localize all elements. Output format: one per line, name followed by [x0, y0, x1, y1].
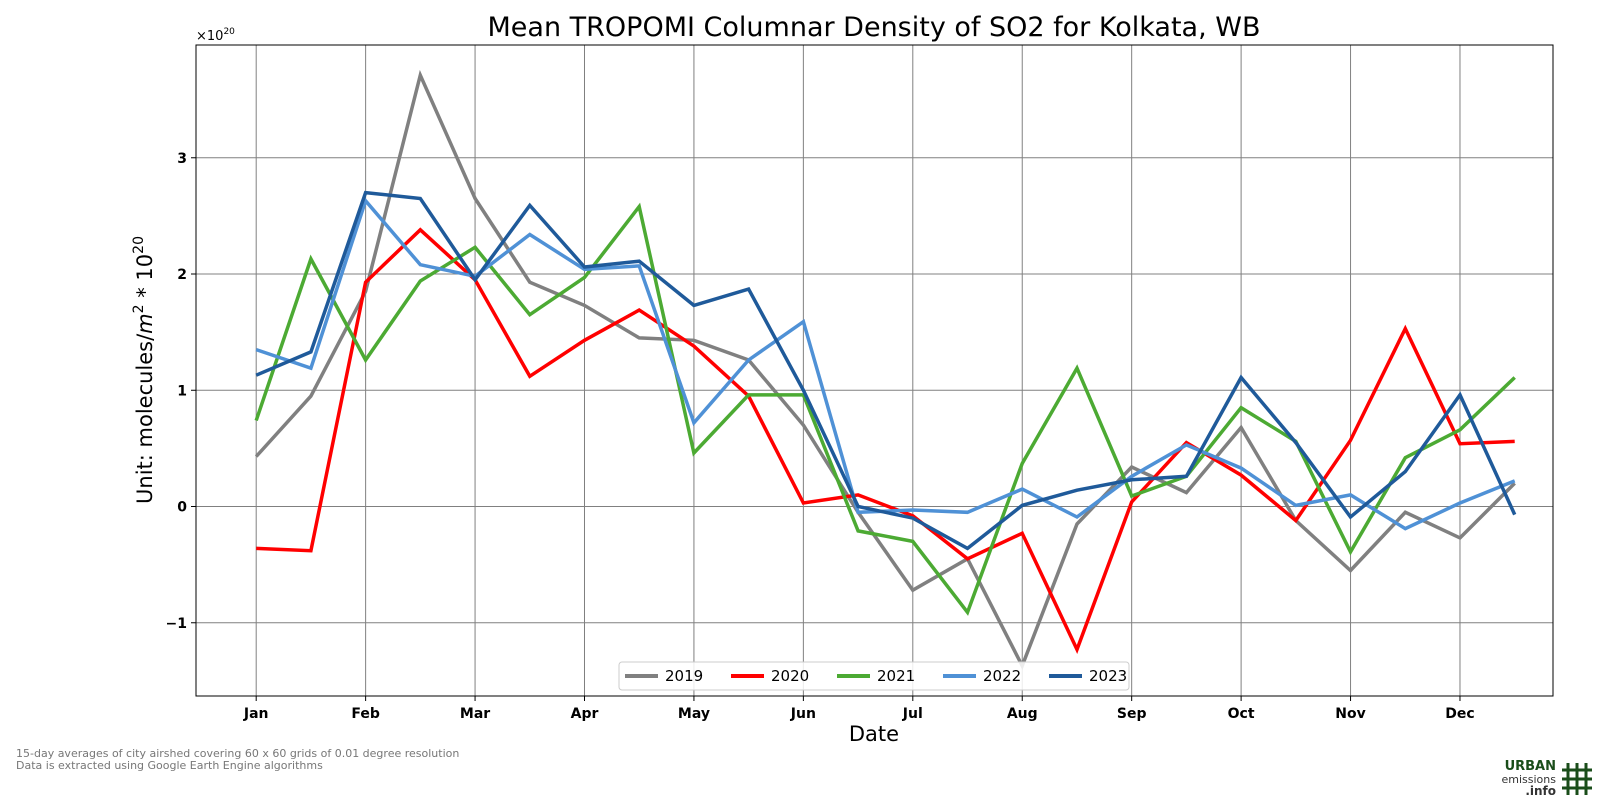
x-tick-label: Mar [460, 706, 490, 722]
y-axis-label: Unit: molecules/m2 * 1020 [131, 236, 157, 504]
logo-urban: URBAN [1504, 759, 1556, 774]
grid-lines [196, 45, 1553, 696]
y-multiplier: ×1020 [196, 27, 235, 44]
legend-label-2023: 2023 [1089, 667, 1127, 685]
x-tick-label: Dec [1445, 706, 1474, 722]
x-tick-label: Jun [790, 706, 816, 722]
x-tick-label: Sep [1117, 706, 1147, 722]
series-line-2021 [254, 202, 1516, 616]
y-tick-label: 1 [177, 383, 187, 399]
plot-frame [195, 44, 1554, 697]
series-line-2019 [254, 69, 1516, 671]
x-tick-label: Jul [902, 706, 923, 722]
x-tick-label: Aug [1007, 706, 1038, 722]
x-tick-label: May [678, 706, 710, 722]
logo-grid-icon [1562, 763, 1592, 795]
series-line-2023 [255, 190, 1517, 551]
x-tick-label: Feb [351, 706, 380, 722]
x-tick-label: Jan [243, 706, 269, 722]
y-tick-label: 3 [177, 151, 187, 167]
series-lines [254, 69, 1517, 671]
x-axis-label: Date [849, 722, 899, 746]
footer-note-1: 15-day averages of city airshed covering… [16, 747, 460, 760]
y-axis-ticks: −1 0 1 2 3 [166, 151, 196, 632]
y-tick-label: −1 [166, 616, 187, 632]
legend-box [618, 661, 1130, 691]
series-line-2020 [256, 227, 1515, 655]
legend-label-2022: 2022 [983, 667, 1021, 685]
y-tick-label: 2 [177, 267, 187, 283]
x-axis-ticks: Jan Feb Mar Apr May Jun Jul Aug Sep Oct Nov Dec [243, 696, 1475, 722]
y-tick-label: 0 [177, 500, 187, 516]
footer-note-2: Data is extracted using Google Earth Eng… [16, 759, 323, 772]
chart-title: Mean TROPOMI Columnar Density of SO2 for… [488, 12, 1261, 43]
x-tick-label: Apr [571, 706, 599, 722]
logo-emissions: emissions [1501, 773, 1557, 786]
legend-label-2020: 2020 [771, 667, 809, 685]
legend-label-2021: 2021 [877, 667, 915, 685]
x-tick-label: Nov [1335, 706, 1365, 722]
legend-label-2019: 2019 [665, 667, 703, 685]
x-tick-label: Oct [1228, 706, 1255, 722]
logo-info: .info [1525, 784, 1556, 798]
legend: 2019 2020 2021 2022 2023 [618, 661, 1130, 691]
